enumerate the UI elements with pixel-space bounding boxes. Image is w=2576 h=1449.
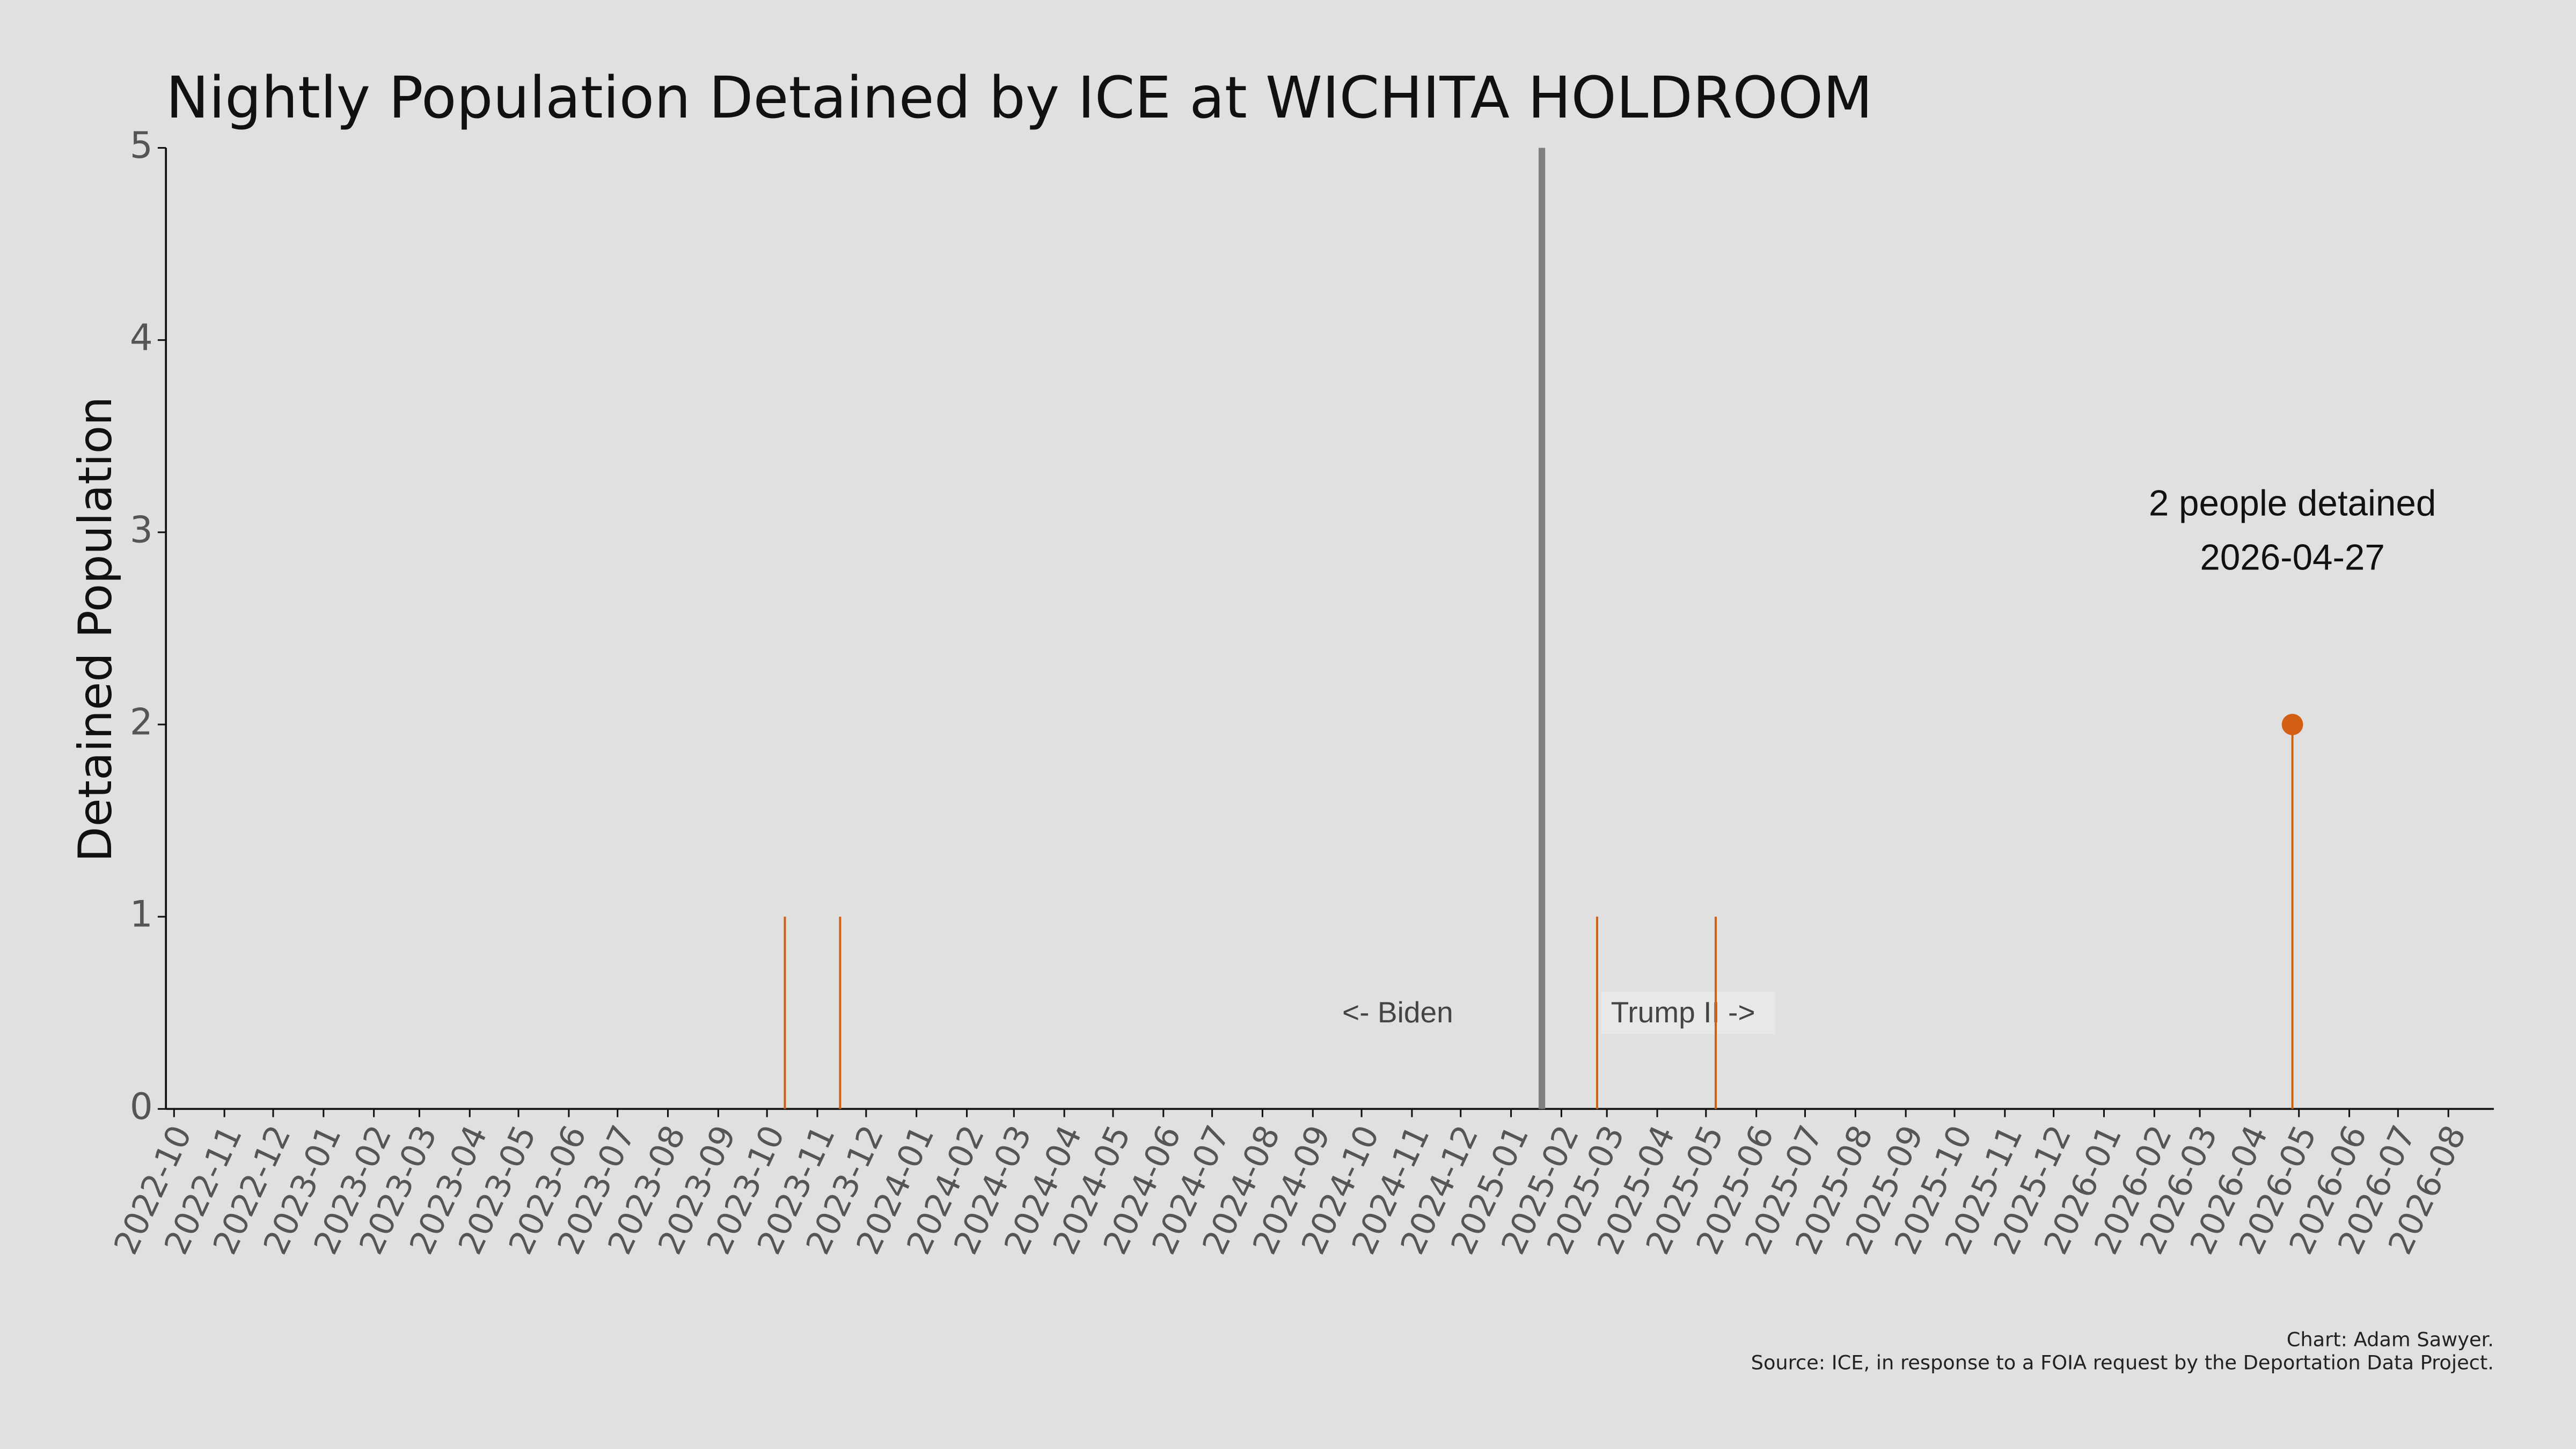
- y-tick-label: 4: [130, 316, 153, 358]
- y-tick-label: 2: [130, 701, 153, 743]
- period-label: <- Biden: [1342, 996, 1453, 1029]
- y-tick-label: 5: [130, 124, 153, 166]
- y-tick-label: 0: [130, 1085, 153, 1128]
- period-label: Trump II ->: [1611, 996, 1755, 1029]
- caption: Chart: Adam Sawyer.: [2287, 1328, 2494, 1351]
- caption: Source: ICE, in response to a FOIA reque…: [1751, 1351, 2494, 1374]
- chart-title: Nightly Population Detained by ICE at WI…: [166, 65, 1872, 131]
- y-axis-label: Detained Population: [69, 397, 122, 862]
- period-label-box: [1601, 991, 1775, 1035]
- y-tick-label: 1: [130, 893, 153, 935]
- highlight-point: [2281, 714, 2303, 735]
- annotation: 2026-04-27: [2200, 538, 2384, 578]
- y-tick-label: 3: [130, 508, 153, 551]
- annotation: 2 people detained: [2149, 484, 2436, 524]
